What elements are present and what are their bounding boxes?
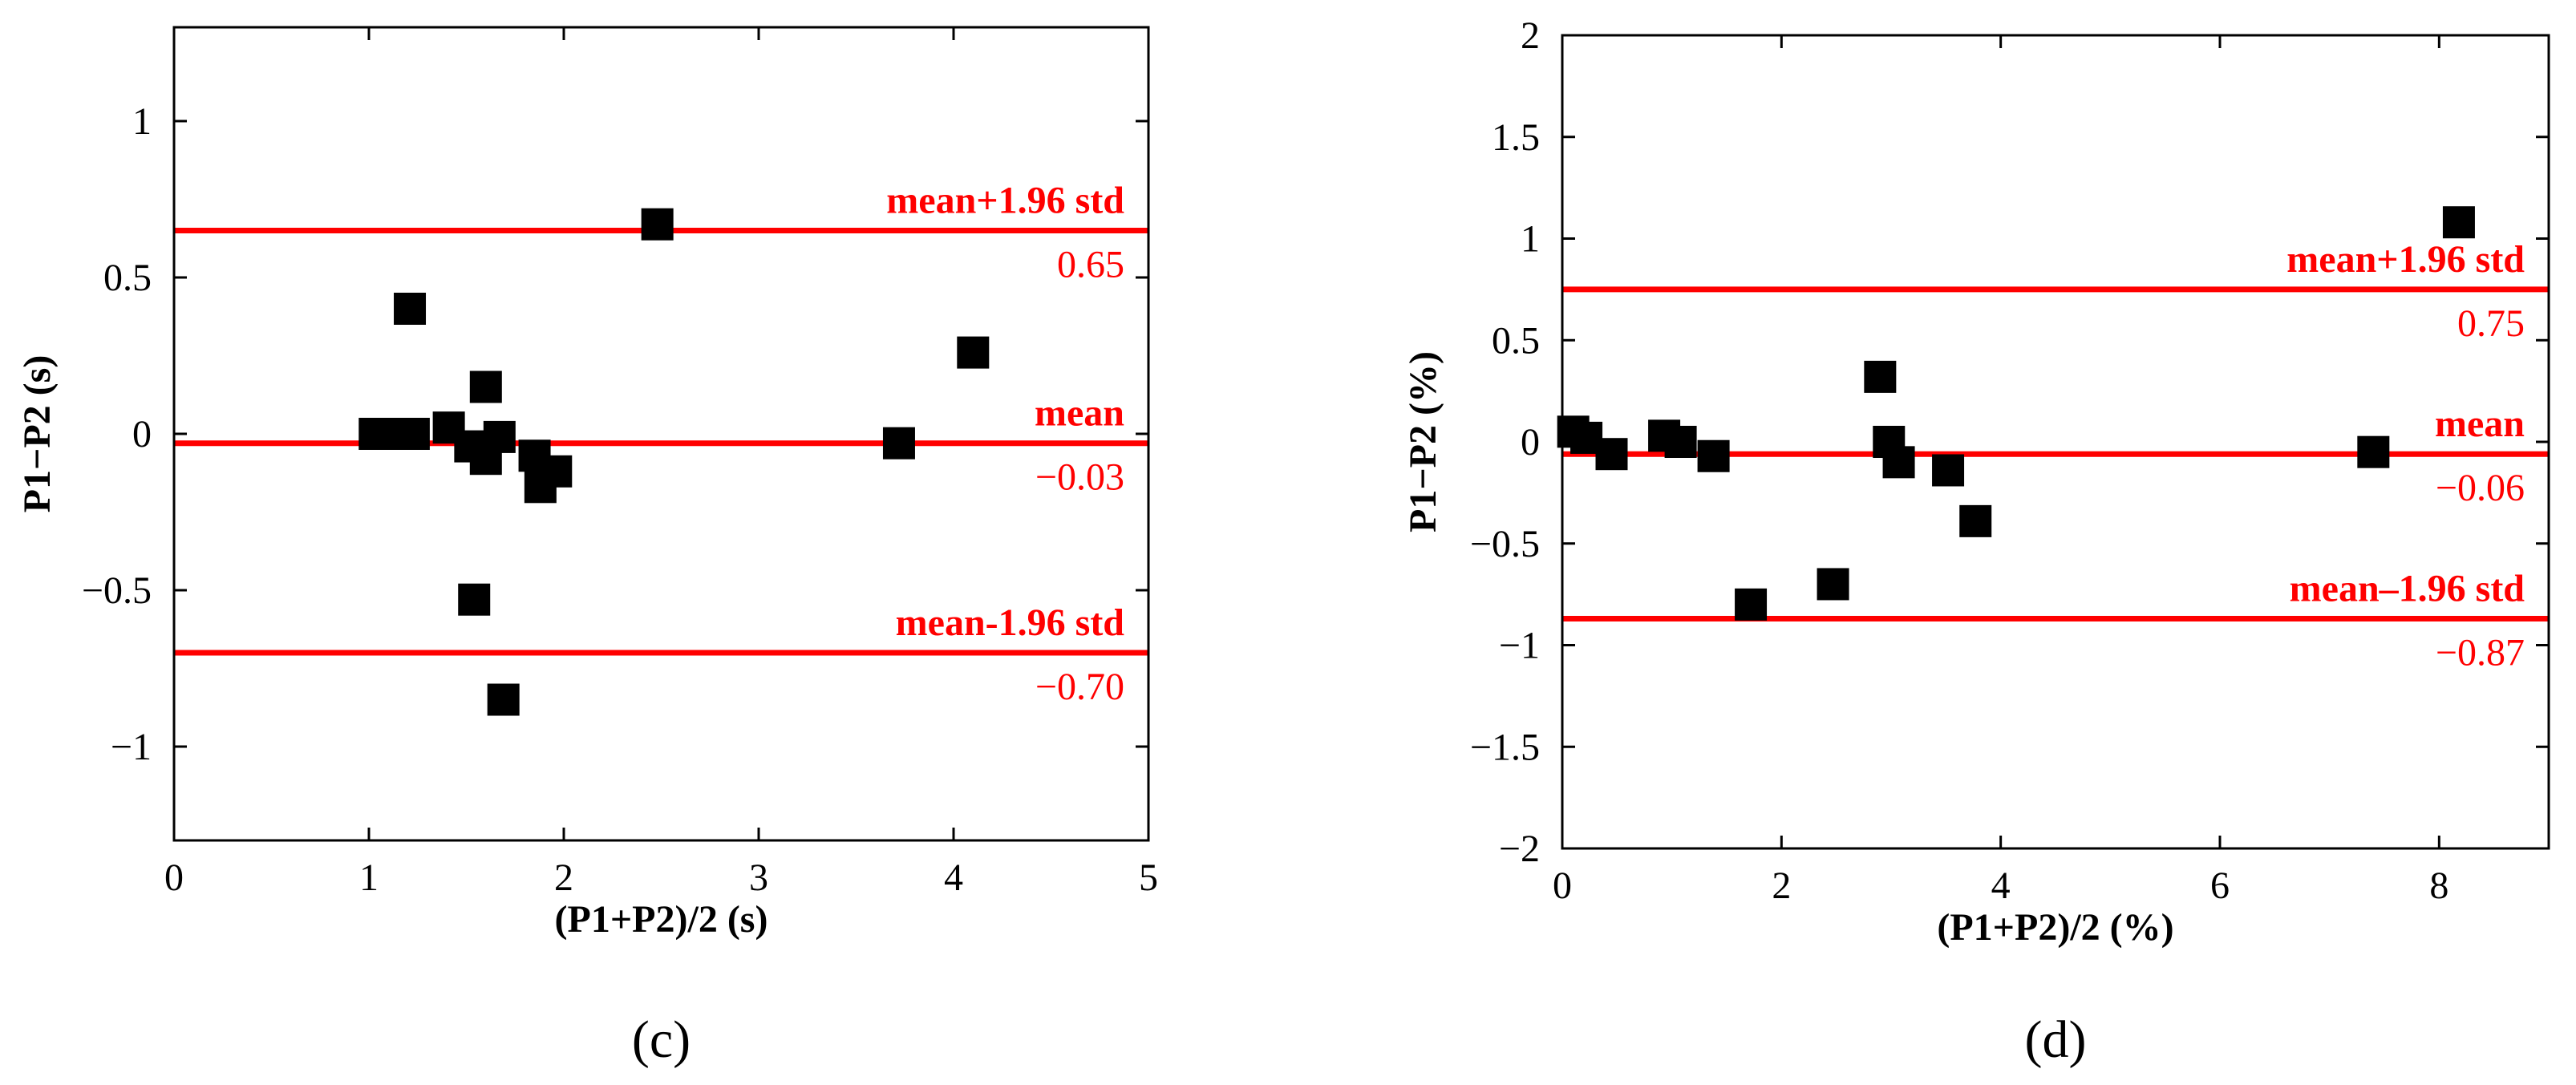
y-tick-label: 0 (1521, 421, 1540, 464)
y-axis-title: P1−P2 (%) (1402, 351, 1444, 532)
data-point (1817, 568, 1849, 601)
reference-value-upper: 0.65 (1057, 244, 1124, 286)
reference-label-lower: mean-1.96 std (896, 601, 1125, 644)
x-tick-label: 2 (1772, 864, 1791, 907)
data-point (540, 455, 573, 488)
data-point (458, 583, 491, 616)
reference-value-mean: −0.03 (1035, 456, 1124, 499)
reference-value-mean: −0.06 (2436, 467, 2525, 509)
bland-altman-plot-c: mean+1.96 std 0.65 mean −0.03 mean-1.96 std −… (16, 26, 1158, 1069)
data-point (469, 370, 502, 403)
data-point (1697, 439, 1730, 472)
reference-label-upper: mean+1.96 std (886, 180, 1124, 222)
x-tick-label: 1 (359, 856, 379, 899)
x-tick-label: 6 (2210, 864, 2230, 907)
x-tick-label: 4 (1991, 864, 2011, 907)
data-point (1932, 454, 1965, 487)
reference-value-lower: −0.70 (1035, 666, 1124, 708)
y-tick-label: −0.5 (82, 569, 152, 612)
y-tick-label: −1.5 (1470, 726, 1540, 768)
data-point (1959, 504, 1992, 537)
data-point (1735, 588, 1768, 621)
data-point (2357, 435, 2390, 468)
data-point (394, 293, 427, 325)
bland-altman-plot-d: mean+1.96 std 0.75 mean −0.06 mean–1.96 std −… (1402, 14, 2550, 1069)
data-point (2442, 206, 2475, 239)
panel-label: (d) (2025, 1010, 2087, 1069)
data-point (1882, 446, 1915, 479)
data-point (487, 683, 520, 716)
reference-label-mean: mean (2435, 403, 2525, 445)
reference-value-upper: 0.75 (2457, 302, 2525, 345)
x-tick-label: 0 (164, 856, 184, 899)
data-point (397, 418, 430, 450)
panel-label: (c) (632, 1010, 691, 1069)
x-tick-label: 3 (749, 856, 768, 899)
data-point (641, 208, 674, 241)
y-tick-label: 0.5 (1492, 319, 1540, 362)
x-tick-label: 0 (1553, 864, 1572, 907)
y-tick-label: 1.5 (1492, 116, 1540, 159)
reference-value-lower: −0.87 (2436, 632, 2525, 674)
y-tick-label: 1 (1521, 218, 1540, 261)
data-point (483, 420, 516, 453)
x-tick-label: 5 (1139, 856, 1158, 899)
data-point (882, 427, 915, 460)
y-axis-title: P1−P2 (s) (16, 355, 59, 513)
y-tick-label: 2 (1521, 14, 1540, 57)
plot-frame (172, 26, 1150, 842)
y-tick-label: −2 (1499, 828, 1540, 870)
reference-label-lower: mean–1.96 std (2290, 568, 2525, 610)
x-tick-label: 4 (944, 856, 963, 899)
x-tick-label: 2 (554, 856, 573, 899)
y-tick-label: 1 (132, 100, 152, 143)
y-tick-label: −1 (111, 726, 152, 768)
x-tick-label: 8 (2429, 864, 2448, 907)
x-axis-title: (P1+P2)/2 (%) (1937, 906, 2173, 949)
data-point (1664, 426, 1697, 458)
y-tick-label: −0.5 (1470, 523, 1540, 565)
reference-label-mean: mean (1035, 392, 1124, 435)
x-axis-title: (P1+P2)/2 (s) (555, 898, 768, 941)
y-tick-label: 0 (132, 413, 152, 455)
reference-label-upper: mean+1.96 std (2286, 238, 2525, 281)
y-tick-label: −1 (1499, 625, 1540, 667)
data-point (1595, 438, 1628, 471)
y-tick-label: 0.5 (103, 257, 152, 299)
data-point (957, 336, 990, 369)
data-point (1864, 360, 1897, 393)
